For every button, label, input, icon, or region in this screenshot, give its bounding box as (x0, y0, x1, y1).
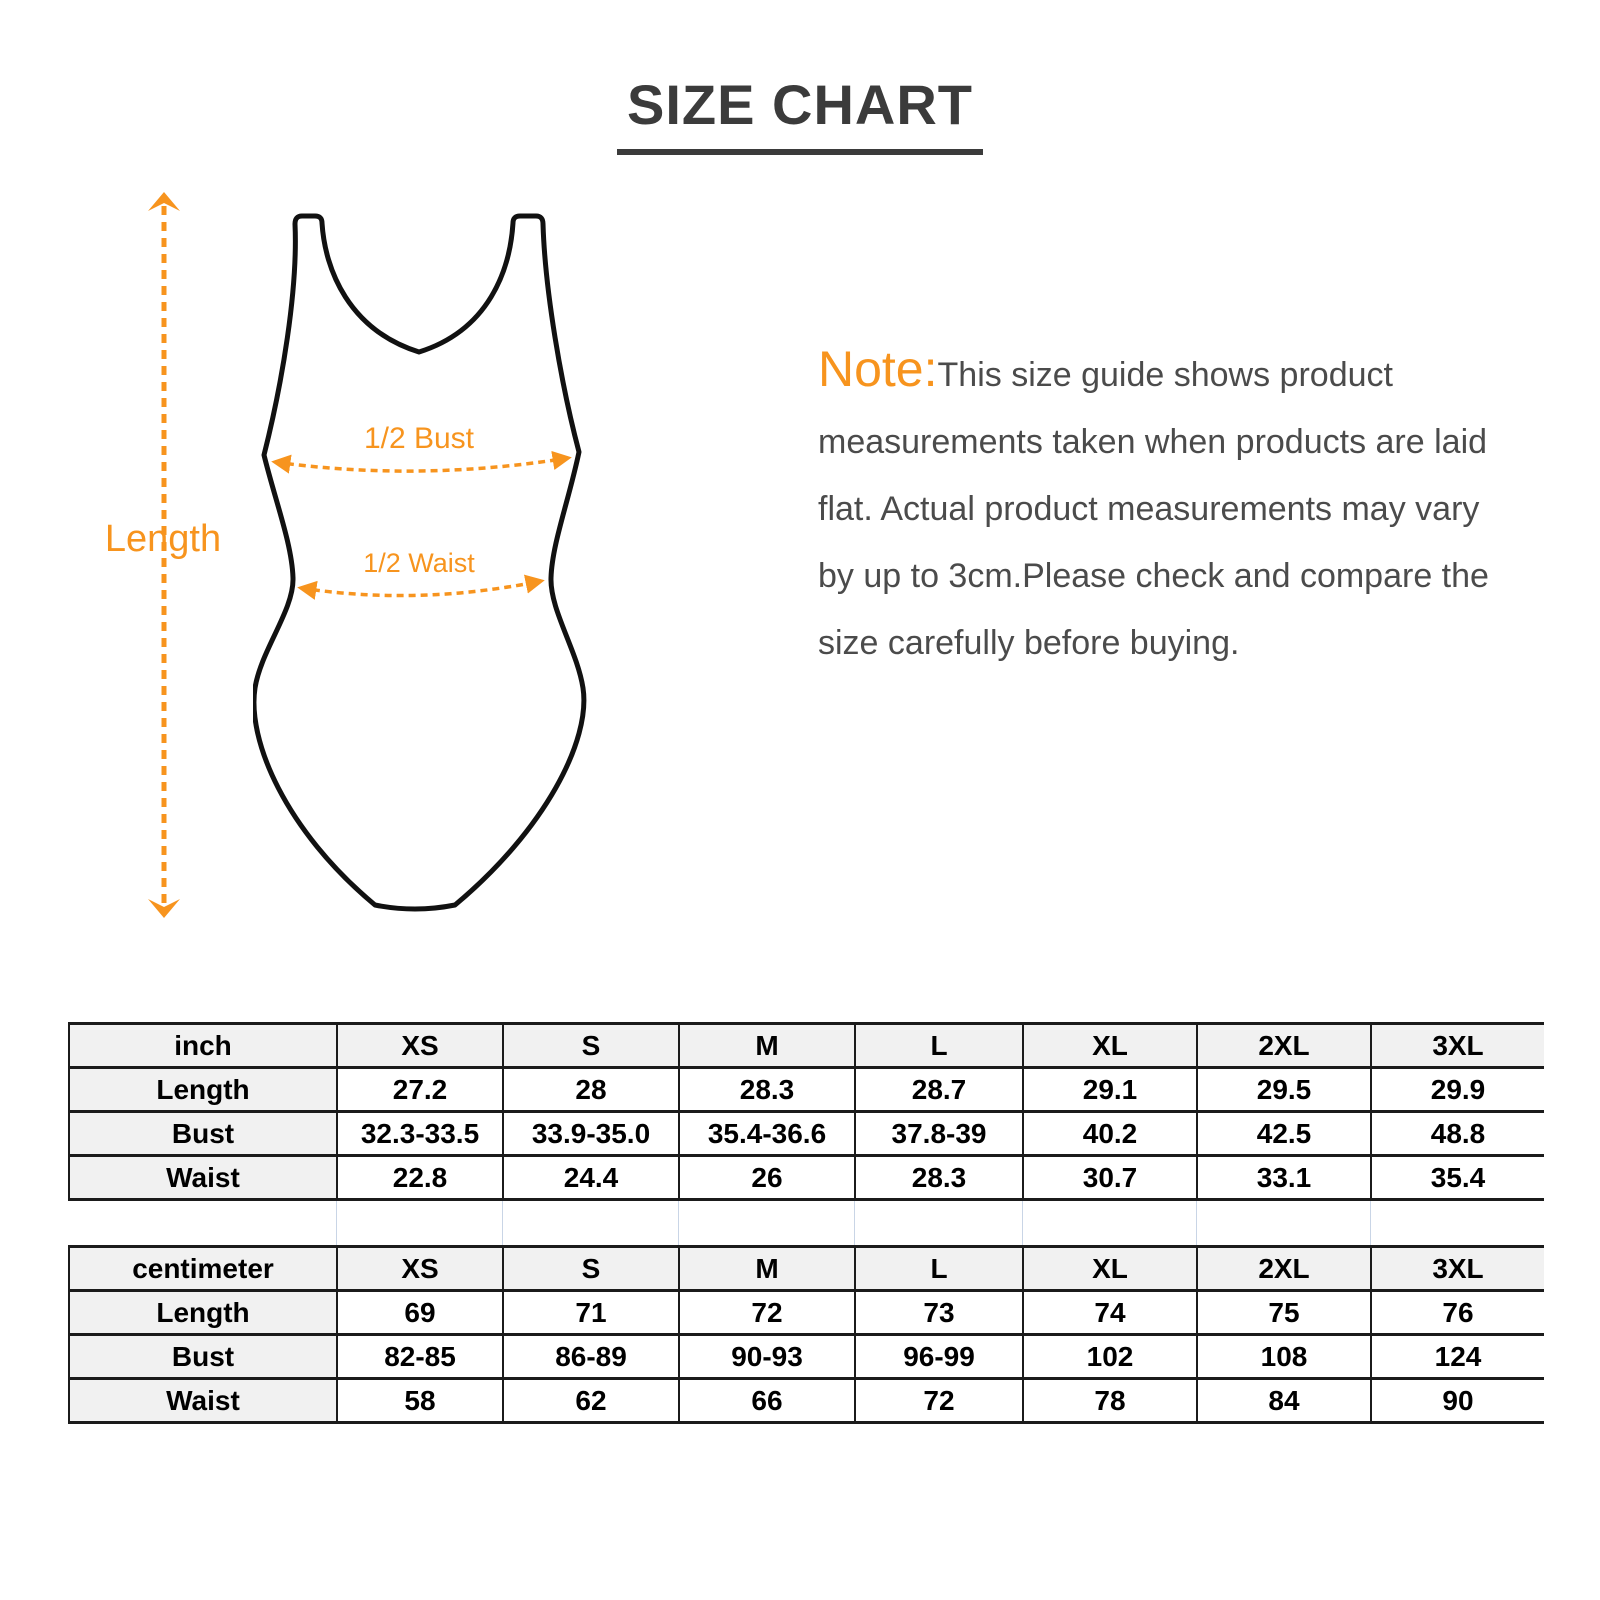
waist-label: 1/2 Waist (363, 548, 475, 578)
value-cell: 66 (679, 1377, 856, 1424)
size-header-cell: XS (337, 1245, 504, 1292)
value-cell: 76 (1371, 1289, 1544, 1336)
row-label-cell: Length (69, 1066, 338, 1113)
note-body: This size guide shows product measuremen… (818, 356, 1489, 662)
length-label: Length (104, 518, 222, 560)
value-cell: 84 (1197, 1377, 1372, 1424)
table-row: centimeter XS S M L XL 2XL 3XL (69, 1245, 1544, 1292)
table-row: Bust 82-85 86-89 90-93 96-99 102 108 124 (69, 1333, 1544, 1380)
size-header-cell: L (855, 1022, 1024, 1069)
value-cell: 28 (503, 1066, 680, 1113)
value-cell: 33.9-35.0 (503, 1110, 680, 1157)
table-row: inch XS S M L XL 2XL 3XL (69, 1022, 1544, 1069)
value-cell: 124 (1371, 1333, 1544, 1380)
value-cell: 90-93 (679, 1333, 856, 1380)
value-cell: 48.8 (1371, 1110, 1544, 1157)
swimsuit-diagram: 1/2 Bust 1/2 Waist (253, 213, 587, 912)
value-cell: 29.9 (1371, 1066, 1544, 1113)
value-cell: 22.8 (337, 1154, 504, 1201)
value-cell: 78 (1023, 1377, 1198, 1424)
value-cell: 24.4 (503, 1154, 680, 1201)
row-label-cell: Length (69, 1289, 338, 1336)
value-cell: 69 (337, 1289, 504, 1336)
table-row: Waist 58 62 66 72 78 84 90 (69, 1377, 1544, 1424)
swimsuit-outline (253, 213, 587, 912)
value-cell: 29.1 (1023, 1066, 1198, 1113)
value-cell: 30.7 (1023, 1154, 1198, 1201)
size-header-cell: 3XL (1371, 1022, 1544, 1069)
table-row: Bust 32.3-33.5 33.9-35.0 35.4-36.6 37.8-… (69, 1110, 1544, 1157)
size-header-cell: 2XL (1197, 1022, 1372, 1069)
row-label-cell: Bust (69, 1333, 338, 1380)
value-cell: 28.3 (855, 1154, 1024, 1201)
value-cell: 72 (679, 1289, 856, 1336)
value-cell: 71 (503, 1289, 680, 1336)
size-header-cell: M (679, 1245, 856, 1292)
size-header-cell: 3XL (1371, 1245, 1544, 1292)
value-cell: 72 (855, 1377, 1024, 1424)
table-row: Length 69 71 72 73 74 75 76 (69, 1289, 1544, 1336)
value-cell: 73 (855, 1289, 1024, 1336)
value-cell: 96-99 (855, 1333, 1024, 1380)
note-prefix: Note: (818, 341, 938, 397)
inch-table: inch XS S M L XL 2XL 3XL Length 27.2 28 … (68, 1022, 1544, 1201)
length-arrow-icon (148, 192, 180, 918)
size-header-cell: XS (337, 1022, 504, 1069)
value-cell: 86-89 (503, 1333, 680, 1380)
row-label-cell: Waist (69, 1154, 338, 1201)
value-cell: 35.4-36.6 (679, 1110, 856, 1157)
size-header-cell: S (503, 1245, 680, 1292)
value-cell: 37.8-39 (855, 1110, 1024, 1157)
value-cell: 26 (679, 1154, 856, 1201)
table-gap (68, 1201, 1543, 1245)
table-row: Waist 22.8 24.4 26 28.3 30.7 33.1 35.4 (69, 1154, 1544, 1201)
value-cell: 108 (1197, 1333, 1372, 1380)
unit-header-cell: inch (69, 1022, 338, 1069)
waist-arrow-icon (297, 574, 545, 600)
value-cell: 33.1 (1197, 1154, 1372, 1201)
value-cell: 75 (1197, 1289, 1372, 1336)
bust-label: 1/2 Bust (364, 422, 475, 455)
note-paragraph: Note:This size guide shows product measu… (818, 336, 1512, 677)
value-cell: 35.4 (1371, 1154, 1544, 1201)
size-tables: inch XS S M L XL 2XL 3XL Length 27.2 28 … (68, 1022, 1544, 1424)
value-cell: 29.5 (1197, 1066, 1372, 1113)
value-cell: 40.2 (1023, 1110, 1198, 1157)
page-title: SIZE CHART (617, 72, 983, 155)
bust-arrow-icon (271, 450, 572, 474)
value-cell: 28.7 (855, 1066, 1024, 1113)
value-cell: 28.3 (679, 1066, 856, 1113)
value-cell: 58 (337, 1377, 504, 1424)
value-cell: 102 (1023, 1333, 1198, 1380)
unit-header-cell: centimeter (69, 1245, 338, 1292)
size-header-cell: 2XL (1197, 1245, 1372, 1292)
page-title-wrap: SIZE CHART (0, 72, 1600, 155)
value-cell: 82-85 (337, 1333, 504, 1380)
value-cell: 74 (1023, 1289, 1198, 1336)
row-label-cell: Waist (69, 1377, 338, 1424)
value-cell: 62 (503, 1377, 680, 1424)
size-header-cell: S (503, 1022, 680, 1069)
size-header-cell: M (679, 1022, 856, 1069)
table-row: Length 27.2 28 28.3 28.7 29.1 29.5 29.9 (69, 1066, 1544, 1113)
size-header-cell: L (855, 1245, 1024, 1292)
value-cell: 42.5 (1197, 1110, 1372, 1157)
row-label-cell: Bust (69, 1110, 338, 1157)
size-header-cell: XL (1023, 1022, 1198, 1069)
size-header-cell: XL (1023, 1245, 1198, 1292)
value-cell: 32.3-33.5 (337, 1110, 504, 1157)
value-cell: 27.2 (337, 1066, 504, 1113)
value-cell: 90 (1371, 1377, 1544, 1424)
centimeter-table: centimeter XS S M L XL 2XL 3XL Length 69… (68, 1245, 1544, 1424)
